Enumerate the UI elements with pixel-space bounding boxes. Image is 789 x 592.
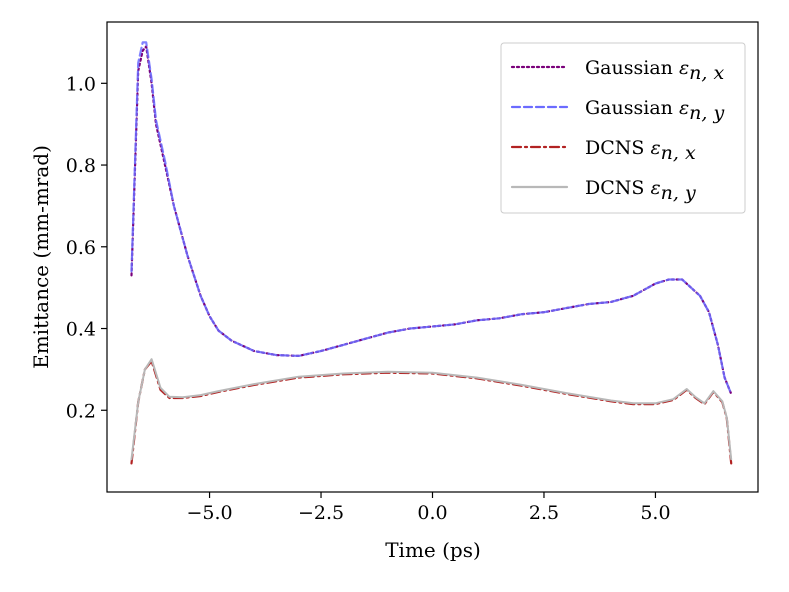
legend-label-3: DCNS εn, y: [585, 177, 696, 204]
x-tick-label: 0.0: [417, 502, 447, 524]
series-line-3: [130, 358, 733, 461]
series-line-1: [130, 41, 733, 395]
y-tick-label: 0.2: [66, 400, 96, 422]
y-axis-label: Emittance (mm-mrad): [29, 145, 53, 369]
legend-entries: Gaussian εn, x Gaussian εn, y DCNS εn, x DC…: [510, 57, 724, 204]
x-tick-label: 5.0: [640, 502, 670, 524]
legend-label-2: DCNS εn, x: [585, 137, 696, 164]
series-line-2: [130, 360, 733, 465]
y-tick-label: 0.8: [66, 155, 96, 177]
x-axis-label: Time (ps): [385, 538, 481, 562]
series-layer: [130, 41, 733, 465]
x-tick-label: −5.0: [186, 502, 232, 524]
y-tick-label: 0.4: [66, 319, 96, 341]
x-tick-label: −2.5: [298, 502, 344, 524]
y-axis-ticks: 0.2 0.4 0.6 0.8 1.0: [66, 73, 107, 422]
legend-label-0: Gaussian εn, x: [585, 57, 724, 84]
y-tick-label: 0.6: [66, 237, 96, 259]
y-tick-label: 1.0: [66, 73, 96, 95]
x-tick-label: 2.5: [529, 502, 559, 524]
x-axis-ticks: −5.0 −2.5 0.0 2.5 5.0: [186, 492, 671, 524]
legend: Gaussian εn, x Gaussian εn, y DCNS εn, x DC…: [500, 42, 746, 214]
legend-box: [500, 42, 746, 214]
legend-label-1: Gaussian εn, y: [585, 97, 724, 124]
